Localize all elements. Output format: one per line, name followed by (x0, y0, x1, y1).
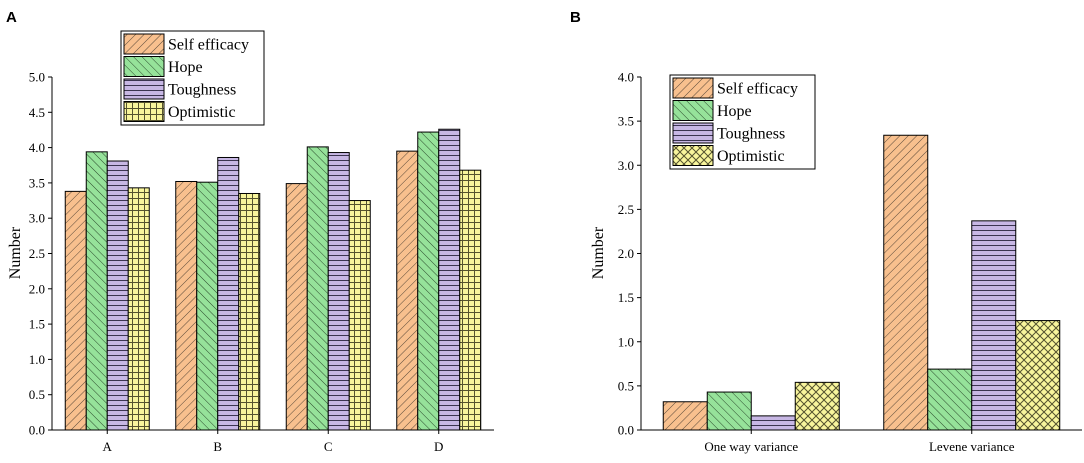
chart-a-y-tick-label: 3.5 (29, 175, 45, 190)
chart-a-y-tick-label: 0.0 (29, 423, 45, 438)
chart-a-y-tick-label: 0.5 (29, 387, 45, 402)
chart-b-y-tick-label: 1.5 (618, 290, 634, 305)
chart-a-y-tick-label: 5.0 (29, 70, 45, 85)
chart-a-x-tick-label: D (434, 439, 443, 454)
chart-a-bar-toughness-a (106, 160, 129, 431)
chart-a-legend-swatch-optimistic (123, 101, 165, 122)
chart-a-bar-toughness-d (438, 128, 461, 431)
chart-b-y-tick-label: 3.0 (618, 158, 634, 173)
chart-a-legend-swatch-toughness (123, 78, 165, 100)
chart-b-legend: Self efficacy Hope Toughness Optimistic (669, 74, 816, 170)
chart-a-bar-self-efficacy-c (285, 183, 308, 431)
chart-a-legend-label-self-efficacy: Self efficacy (168, 37, 249, 54)
chart-a-legend-label-optimistic: Optimistic (168, 104, 236, 121)
chart-b-bar-self-efficacy-levene-variance (883, 134, 929, 431)
chart-a-legend-swatch-self-efficacy (123, 33, 165, 55)
chart-a-legend-swatch-hope (123, 56, 165, 77)
chart-a-legend-label-hope: Hope (168, 59, 203, 76)
chart-b-legend-label-self-efficacy: Self efficacy (717, 81, 798, 98)
chart-b-legend-label-toughness: Toughness (717, 126, 785, 143)
chart-b-axes: One way variance Levene variance 0.0 0.5 1.0… (618, 70, 1082, 454)
chart-a-bar-optimistic-c (348, 200, 371, 431)
panel-label-b: B (570, 9, 581, 26)
chart-a-bar-optimistic-b (238, 192, 261, 431)
chart-b-ylabel: Number (590, 226, 607, 279)
chart-a-bar-toughness-c (327, 152, 350, 431)
panel-label-a: A (6, 9, 17, 26)
chart-b-bar-self-efficacy-one-way-variance (662, 401, 708, 431)
chart-a-ylabel: Number (7, 226, 24, 279)
chart-b-y-tick-label: 1.0 (618, 334, 634, 349)
chart-b-bar-hope-one-way-variance (706, 391, 752, 431)
chart-a-bar-hope-b (196, 181, 219, 431)
chart-a-legend-label-toughness: Toughness (168, 82, 236, 99)
chart-a-bar-hope-a (85, 151, 108, 431)
chart-a-y-tick-label: 3.0 (29, 211, 45, 226)
chart-a-bar-hope-d (417, 131, 440, 431)
chart-a-legend: Self efficacy Hope Toughness Optimistic (120, 30, 265, 126)
chart-a-y-tick-label: 1.0 (29, 352, 45, 367)
chart-a-bar-optimistic-a (127, 187, 150, 431)
chart-b-y-tick-label: 3.5 (618, 114, 634, 129)
chart-b-legend-label-optimistic: Optimistic (717, 148, 785, 165)
chart-a-y-tick-label: 1.5 (29, 317, 45, 332)
chart-b-bar-toughness-levene-variance (971, 220, 1017, 431)
chart-b-y-tick-label: 0.5 (618, 378, 634, 393)
chart-a-y-tick-label: 4.0 (29, 140, 45, 155)
chart-b-legend-swatch-hope (672, 100, 714, 121)
chart-a-x-tick-label: A (103, 439, 113, 454)
chart-b: One way variance Levene variance 0.0 0.5 1.0… (590, 70, 1082, 454)
chart-b-bar-hope-levene-variance (927, 368, 973, 431)
chart-a-y-tick-label: 2.5 (29, 246, 45, 261)
chart-b-bars (662, 134, 1061, 431)
chart-a-bar-self-efficacy-d (396, 150, 419, 431)
chart-b-legend-swatch-optimistic (672, 145, 714, 166)
chart-b-y-tick-label: 4.0 (618, 70, 634, 85)
chart-a-bars (64, 128, 482, 431)
chart-a-x-tick-label: C (324, 439, 333, 454)
chart-a-x-tick-label: B (213, 439, 222, 454)
chart-b-bar-toughness-one-way-variance (750, 415, 796, 431)
chart-a-bar-toughness-b (217, 156, 240, 431)
chart-b-x-tick-label: Levene variance (929, 439, 1015, 454)
chart-a-y-tick-label: 4.5 (29, 105, 45, 120)
chart-b-x-tick-label: One way variance (704, 439, 798, 454)
chart-b-legend-swatch-toughness (672, 122, 714, 144)
chart-b-y-tick-label: 2.0 (618, 246, 634, 261)
chart-b-y-tick-label: 2.5 (618, 202, 634, 217)
chart-a-bar-self-efficacy-a (64, 190, 87, 431)
chart-a-bar-self-efficacy-b (175, 180, 198, 431)
chart-b-bar-optimistic-levene-variance (1015, 320, 1061, 431)
chart-a-bar-optimistic-d (459, 169, 482, 431)
chart-b-legend-label-hope: Hope (717, 103, 752, 120)
chart-a-y-tick-label: 2.0 (29, 281, 45, 296)
chart-b-y-tick-label: 0.0 (618, 423, 634, 438)
chart-a: A B C D 0.0 0.5 1.0 1.5 2.0 2.5 3.0 3.5 4.0 4.5 5.0 Nu… (7, 30, 494, 454)
chart-b-bar-optimistic-one-way-variance (794, 381, 840, 431)
chart-b-legend-swatch-self-efficacy (672, 77, 714, 99)
chart-a-axes: A B C D 0.0 0.5 1.0 1.5 2.0 2.5 3.0 3.5 4.0 4.5 5.0 (29, 70, 494, 454)
chart-a-bar-hope-c (306, 146, 329, 431)
